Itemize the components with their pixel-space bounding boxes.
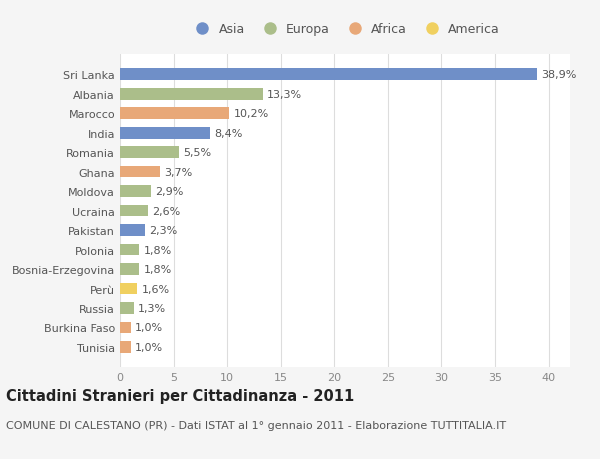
Bar (120, 263, 139, 275)
Bar (120, 186, 151, 197)
Bar (120, 244, 139, 256)
Text: 5,5%: 5,5% (183, 148, 211, 158)
Text: 1,6%: 1,6% (142, 284, 170, 294)
Bar (120, 302, 134, 314)
Text: 10,2%: 10,2% (233, 109, 269, 119)
Bar (120, 69, 537, 81)
Bar (120, 283, 137, 295)
Text: COMUNE DI CALESTANO (PR) - Dati ISTAT al 1° gennaio 2011 - Elaborazione TUTTITAL: COMUNE DI CALESTANO (PR) - Dati ISTAT al… (6, 420, 506, 430)
Text: 1,8%: 1,8% (143, 245, 172, 255)
Text: 13,3%: 13,3% (267, 90, 302, 100)
Text: 1,0%: 1,0% (135, 342, 163, 352)
Bar (120, 147, 179, 159)
Text: 3,7%: 3,7% (164, 167, 192, 177)
Bar (120, 128, 210, 139)
Text: 2,9%: 2,9% (155, 187, 184, 197)
Bar (120, 167, 160, 178)
Text: 1,3%: 1,3% (138, 303, 166, 313)
Text: 1,8%: 1,8% (143, 264, 172, 274)
Bar (120, 89, 263, 101)
Text: 1,0%: 1,0% (135, 323, 163, 333)
Bar (120, 341, 131, 353)
Text: Cittadini Stranieri per Cittadinanza - 2011: Cittadini Stranieri per Cittadinanza - 2… (6, 388, 354, 403)
Legend: Asia, Europa, Africa, America: Asia, Europa, Africa, America (187, 21, 503, 39)
Text: 8,4%: 8,4% (214, 129, 242, 139)
Text: 2,6%: 2,6% (152, 206, 181, 216)
Bar (120, 225, 145, 236)
Bar (120, 205, 148, 217)
Text: 38,9%: 38,9% (541, 70, 577, 80)
Bar (120, 108, 229, 120)
Text: 2,3%: 2,3% (149, 225, 177, 235)
Bar (120, 322, 131, 334)
